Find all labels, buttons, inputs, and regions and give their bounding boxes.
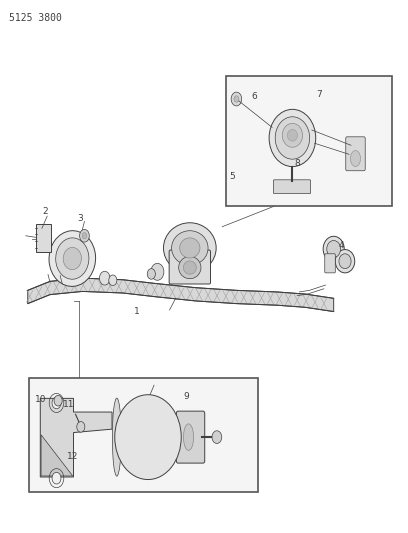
Bar	[226, 76, 392, 206]
Text: 4: 4	[338, 241, 344, 250]
Ellipse shape	[335, 249, 355, 273]
Ellipse shape	[327, 240, 341, 257]
Text: 11: 11	[62, 400, 74, 409]
Circle shape	[80, 229, 89, 242]
Circle shape	[100, 271, 110, 285]
Text: 9: 9	[183, 392, 188, 401]
Circle shape	[77, 422, 85, 432]
Text: 6: 6	[252, 92, 257, 101]
Text: 12: 12	[67, 452, 78, 461]
Ellipse shape	[63, 247, 82, 270]
Text: 2: 2	[42, 207, 48, 216]
Ellipse shape	[164, 223, 216, 273]
Circle shape	[212, 431, 222, 443]
Circle shape	[109, 275, 117, 286]
Text: 3: 3	[78, 214, 83, 223]
Ellipse shape	[184, 424, 193, 450]
FancyBboxPatch shape	[169, 250, 211, 284]
Ellipse shape	[269, 109, 316, 167]
Ellipse shape	[275, 117, 310, 159]
FancyBboxPatch shape	[273, 180, 310, 193]
Circle shape	[52, 397, 61, 409]
Ellipse shape	[56, 238, 89, 279]
FancyBboxPatch shape	[346, 137, 365, 171]
FancyBboxPatch shape	[176, 411, 205, 463]
FancyBboxPatch shape	[36, 224, 51, 252]
Ellipse shape	[183, 261, 196, 274]
Ellipse shape	[282, 124, 303, 147]
Ellipse shape	[172, 231, 208, 265]
Ellipse shape	[287, 130, 297, 141]
Polygon shape	[41, 435, 73, 476]
Polygon shape	[40, 398, 112, 477]
Circle shape	[54, 395, 62, 406]
Circle shape	[82, 232, 87, 239]
Text: 1: 1	[134, 307, 140, 316]
FancyBboxPatch shape	[325, 254, 335, 273]
Circle shape	[231, 92, 242, 106]
Ellipse shape	[350, 151, 361, 166]
Ellipse shape	[49, 231, 95, 286]
Circle shape	[234, 96, 239, 102]
Ellipse shape	[180, 238, 200, 258]
Text: 7: 7	[317, 90, 322, 99]
Circle shape	[151, 263, 164, 280]
Text: 10: 10	[35, 394, 47, 403]
Circle shape	[52, 472, 61, 484]
Ellipse shape	[179, 256, 201, 279]
Ellipse shape	[339, 254, 351, 269]
Bar	[29, 378, 258, 492]
Ellipse shape	[323, 236, 344, 262]
Ellipse shape	[115, 395, 181, 480]
Text: 8: 8	[294, 159, 300, 167]
Circle shape	[147, 269, 155, 279]
Text: 5125 3800: 5125 3800	[9, 13, 62, 23]
Ellipse shape	[112, 398, 121, 476]
Polygon shape	[28, 278, 334, 312]
Text: 5: 5	[229, 172, 235, 181]
